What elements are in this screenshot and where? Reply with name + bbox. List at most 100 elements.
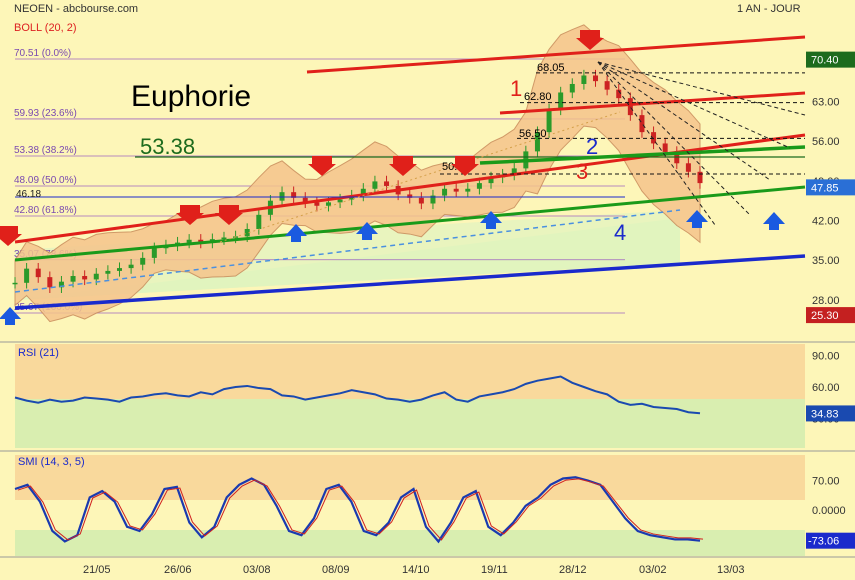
candle-body [47, 277, 53, 288]
fan-line [597, 61, 791, 149]
x-tick-label: 26/06 [164, 564, 192, 576]
fib-label: 42.80 (61.8%) [14, 205, 77, 216]
x-tick-label: 03/08 [243, 564, 271, 576]
candle-body [546, 109, 552, 133]
sell-arrow [576, 30, 604, 50]
candle-body [627, 98, 633, 116]
candle-body [105, 270, 111, 274]
buy-arrow [0, 307, 21, 325]
candle-body [476, 183, 482, 189]
wave-label: 3 [576, 159, 588, 184]
candle-body [418, 197, 424, 204]
rsi-title: RSI (21) [18, 347, 59, 359]
smi-title: SMI (14, 3, 5) [18, 456, 85, 468]
fan-line [597, 61, 806, 116]
buy-arrow [356, 222, 378, 240]
candle-body [651, 132, 657, 144]
price-tag-label: 47.85 [811, 182, 839, 194]
price-tag [806, 51, 855, 68]
candle-body [291, 192, 297, 198]
x-tick-label: 21/05 [83, 564, 111, 576]
candle-body [488, 177, 494, 184]
wave-label: 2 [586, 134, 598, 159]
candle-body [511, 168, 517, 175]
smi-tick-label: 0.0000 [812, 505, 846, 517]
level-46-label: 46.18 [16, 189, 41, 200]
sell-arrow [0, 226, 22, 246]
candle-body [372, 181, 378, 189]
y-tick-label: 28.00 [812, 295, 840, 307]
smi-upper-zone [15, 455, 805, 500]
fan-line [597, 61, 716, 226]
rsi-tick-label: 90.00 [812, 351, 840, 363]
rsi-tick-label: 60.00 [812, 382, 840, 394]
x-tick-label: 19/11 [481, 564, 508, 576]
y-tick-label: 35.00 [812, 255, 840, 267]
candle-body [325, 202, 331, 206]
candle-body [58, 281, 64, 288]
price-tag [806, 179, 855, 196]
candle-body [279, 192, 285, 201]
peak-level-label: 62.80 [524, 91, 552, 103]
y-tick-label: 56.00 [812, 136, 840, 148]
smi-line [14, 476, 701, 544]
smi-tag [806, 532, 855, 549]
y-tick-label: 63.00 [812, 97, 840, 109]
candle-body [244, 228, 250, 237]
rsi-oversold-zone [15, 399, 805, 448]
dotted-trend [219, 111, 621, 243]
dashed-support [14, 209, 681, 293]
trend-line-green-2 [479, 145, 806, 165]
smi-tag-label: -73.06 [808, 536, 839, 548]
candle-body [186, 239, 192, 243]
candle-body [569, 83, 575, 93]
candle-body [442, 188, 448, 196]
rsi-tag-label: 34.83 [811, 408, 839, 420]
peak-level-label: 56.50 [519, 128, 547, 140]
candle-body [93, 273, 99, 280]
fib-label: 48.09 (50.0%) [14, 175, 77, 186]
candle-body [35, 268, 41, 278]
sell-arrow [451, 156, 479, 176]
x-tick-label: 14/10 [402, 564, 430, 576]
candle-body [616, 89, 622, 99]
candle-body [24, 268, 30, 283]
candle-body [198, 239, 204, 243]
candle-body [128, 264, 134, 269]
buy-arrow [480, 211, 502, 229]
candle-body [407, 194, 413, 198]
wave-label: 1 [510, 76, 522, 101]
sell-arrow [176, 205, 204, 225]
buy-arrow [285, 224, 307, 242]
x-tick-label: 28/12 [559, 564, 587, 576]
candle-body [337, 199, 343, 203]
sell-arrow [215, 205, 243, 225]
candle-body [593, 75, 599, 82]
sell-arrow [308, 156, 336, 176]
candle-body [82, 276, 88, 280]
rsi-tag [806, 405, 855, 422]
level-53-label: 53.38 [140, 134, 195, 159]
candle-body [685, 163, 691, 172]
price-tag [806, 307, 855, 324]
trend-line-red-top [306, 35, 806, 74]
x-tick-label: 13/03 [717, 564, 745, 576]
candle-body [674, 151, 680, 164]
candle-body [697, 171, 703, 184]
rsi-overbought-zone [15, 344, 805, 399]
fib-label: 59.93 (23.6%) [14, 108, 77, 119]
candle-body [116, 268, 122, 271]
candle-body [581, 75, 587, 84]
buy-arrow [686, 210, 708, 228]
wave-label: 4 [614, 220, 626, 245]
trend-line-blue [14, 254, 806, 310]
candle-body [558, 92, 564, 110]
bollinger-band [14, 24, 701, 323]
euphorie-label: Euphorie [131, 80, 251, 113]
candle-body [302, 197, 308, 203]
smi-mid-zone [15, 500, 805, 530]
candle-body [453, 188, 459, 192]
rsi-line [14, 375, 701, 415]
sell-arrow [389, 156, 417, 176]
